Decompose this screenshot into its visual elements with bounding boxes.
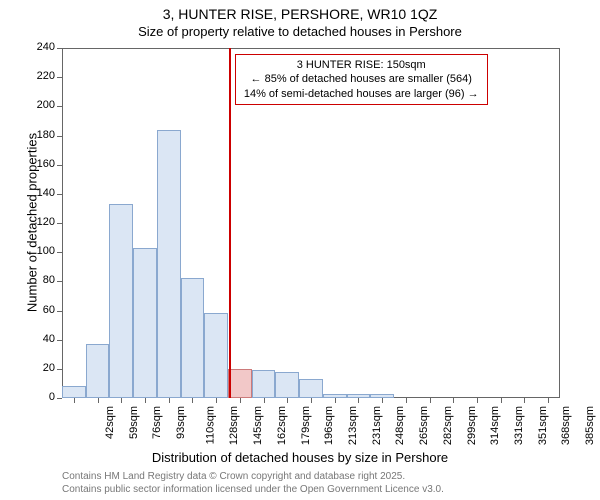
x-tick: [169, 398, 170, 403]
x-tick-label: 331sqm: [513, 406, 525, 445]
x-tick: [453, 398, 454, 403]
y-tick: [57, 136, 62, 137]
x-tick: [311, 398, 312, 403]
x-tick: [430, 398, 431, 403]
x-tick-label: 231sqm: [371, 406, 383, 445]
x-tick-label: 76sqm: [151, 406, 163, 439]
y-tick-label: 20: [20, 362, 55, 374]
y-tick: [57, 77, 62, 78]
y-tick-label: 180: [20, 129, 55, 141]
histogram-bar: [133, 248, 157, 398]
y-tick: [57, 194, 62, 195]
y-tick: [57, 311, 62, 312]
footer-attribution: Contains HM Land Registry data © Crown c…: [62, 470, 444, 496]
footer-line-1: Contains HM Land Registry data © Crown c…: [62, 470, 444, 483]
y-tick-label: 200: [20, 99, 55, 111]
y-tick: [57, 252, 62, 253]
annotation-line-3: 14% of semi-detached houses are larger (…: [244, 87, 479, 101]
histogram-bar: [109, 204, 133, 398]
x-tick-label: 110sqm: [204, 406, 216, 444]
x-tick: [264, 398, 265, 403]
x-tick: [358, 398, 359, 403]
y-tick: [57, 340, 62, 341]
histogram-bar: [228, 369, 252, 398]
y-tick: [57, 165, 62, 166]
histogram-bar: [181, 278, 205, 398]
x-tick-label: 93sqm: [175, 406, 187, 439]
x-axis-label: Distribution of detached houses by size …: [0, 450, 600, 465]
x-tick-label: 128sqm: [229, 406, 241, 445]
page-subtitle: Size of property relative to detached ho…: [0, 24, 600, 39]
histogram-bar: [204, 313, 228, 398]
y-tick-label: 0: [20, 391, 55, 403]
x-tick-label: 213sqm: [347, 406, 359, 445]
y-tick: [57, 369, 62, 370]
x-tick-label: 248sqm: [395, 406, 407, 445]
annotation-line-2: ← 85% of detached houses are smaller (56…: [244, 72, 479, 86]
x-tick-label: 145sqm: [252, 406, 264, 445]
title-block: 3, HUNTER RISE, PERSHORE, WR10 1QZ Size …: [0, 0, 600, 39]
histogram-bar: [252, 370, 276, 398]
x-tick-label: 385sqm: [584, 406, 596, 445]
y-tick-label: 240: [20, 41, 55, 53]
y-tick-label: 60: [20, 304, 55, 316]
x-tick-label: 162sqm: [276, 406, 288, 445]
x-tick: [216, 398, 217, 403]
marker-line: [229, 48, 231, 398]
y-tick-label: 140: [20, 187, 55, 199]
y-tick: [57, 398, 62, 399]
page-title: 3, HUNTER RISE, PERSHORE, WR10 1QZ: [0, 6, 600, 22]
x-tick: [524, 398, 525, 403]
y-tick: [57, 106, 62, 107]
x-tick-label: 314sqm: [489, 406, 501, 445]
x-tick: [74, 398, 75, 403]
y-tick: [57, 48, 62, 49]
x-tick: [477, 398, 478, 403]
x-tick-label: 265sqm: [418, 406, 430, 445]
x-tick: [335, 398, 336, 403]
x-tick-label: 282sqm: [442, 406, 454, 445]
x-tick-label: 179sqm: [300, 406, 312, 445]
x-tick: [145, 398, 146, 403]
x-tick: [121, 398, 122, 403]
y-tick: [57, 223, 62, 224]
y-tick-label: 160: [20, 158, 55, 170]
x-tick-label: 351sqm: [537, 406, 549, 445]
x-tick-label: 42sqm: [104, 406, 116, 439]
x-tick: [501, 398, 502, 403]
x-tick-label: 59sqm: [128, 406, 140, 439]
x-tick-label: 368sqm: [561, 406, 573, 445]
histogram-bar: [275, 372, 299, 398]
x-tick: [406, 398, 407, 403]
x-tick: [548, 398, 549, 403]
x-tick: [382, 398, 383, 403]
x-tick: [98, 398, 99, 403]
y-tick: [57, 281, 62, 282]
histogram-bar: [62, 386, 86, 398]
y-tick-label: 100: [20, 245, 55, 257]
y-tick-label: 40: [20, 333, 55, 345]
x-tick: [287, 398, 288, 403]
x-tick-label: 196sqm: [323, 406, 335, 445]
annotation-line-1: 3 HUNTER RISE: 150sqm: [244, 58, 479, 72]
histogram-bar: [157, 130, 181, 398]
y-tick-label: 80: [20, 274, 55, 286]
footer-line-2: Contains public sector information licen…: [62, 483, 444, 496]
x-tick: [240, 398, 241, 403]
x-tick-label: 299sqm: [466, 406, 478, 445]
histogram-bar: [299, 379, 323, 398]
annotation-callout: 3 HUNTER RISE: 150sqm ← 85% of detached …: [235, 54, 488, 105]
y-tick-label: 220: [20, 70, 55, 82]
y-tick-label: 120: [20, 216, 55, 228]
x-tick: [192, 398, 193, 403]
histogram-bar: [86, 344, 110, 398]
